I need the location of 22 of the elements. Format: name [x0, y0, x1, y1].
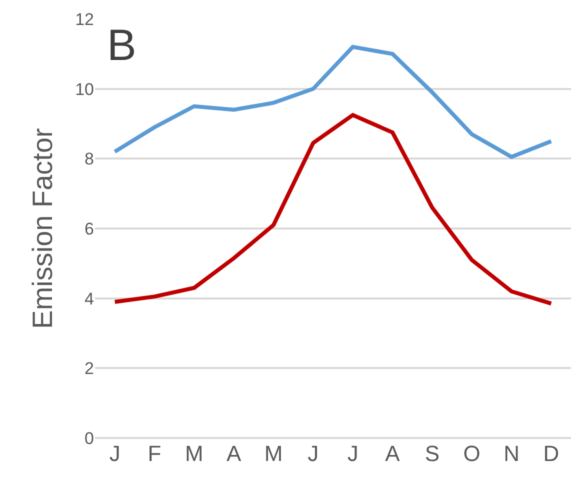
y-tick-label: 2	[84, 359, 94, 378]
x-tick-label: J	[109, 441, 120, 466]
x-tick-label: F	[148, 441, 162, 466]
y-tick-label: 0	[84, 428, 94, 448]
x-tick-label: M	[185, 441, 204, 466]
x-tick-label: A	[385, 441, 400, 466]
line-series	[112, 113, 554, 306]
x-tick-label: A	[226, 441, 242, 466]
y-tick-label: 4	[84, 289, 94, 308]
y-tick-label: 12	[75, 10, 94, 29]
y-tick-label: 10	[75, 80, 94, 99]
y-tick-label: 8	[84, 150, 94, 169]
x-tick-label: J	[308, 441, 319, 466]
x-tick-label: M	[264, 441, 283, 466]
y-axis-title: Emission Factor	[26, 128, 58, 329]
x-tick-label: D	[543, 441, 560, 466]
x-tick-label: J	[347, 441, 358, 466]
annotation: B	[107, 21, 136, 70]
y-tick-label: 6	[84, 219, 94, 238]
x-tick-label: N	[504, 441, 520, 466]
x-tick-label: O	[463, 441, 480, 466]
x-tick-label: S	[424, 441, 440, 466]
